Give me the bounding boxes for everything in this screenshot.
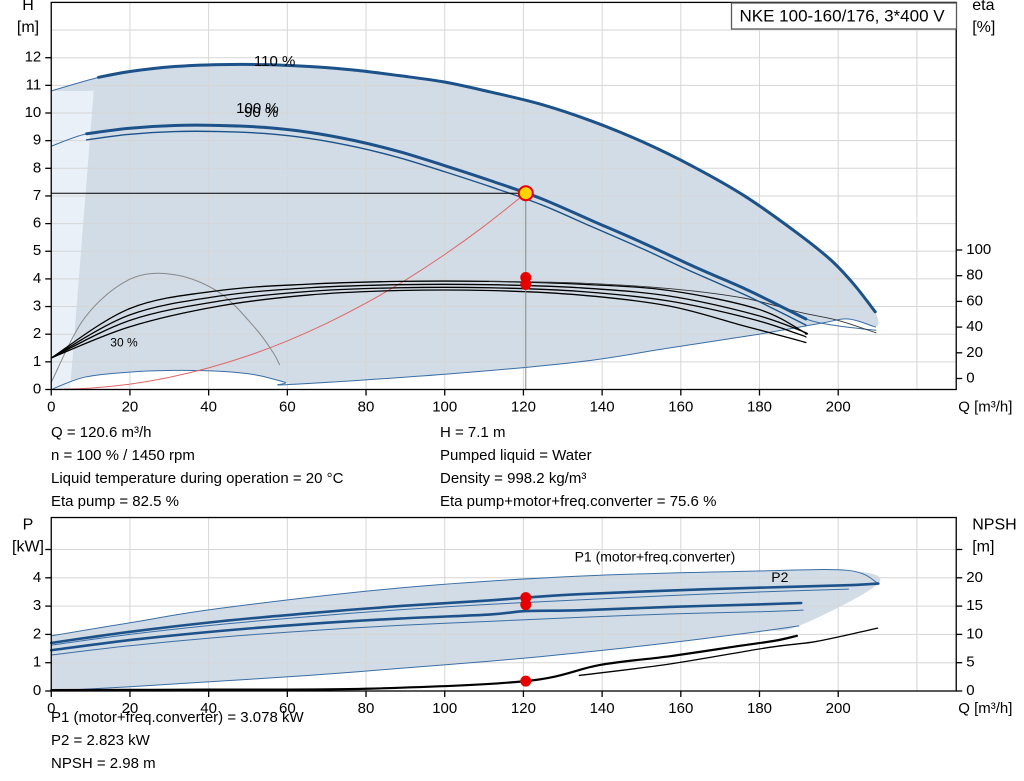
svg-text:1: 1 bbox=[33, 353, 41, 370]
svg-text:8: 8 bbox=[33, 159, 41, 176]
svg-text:Q = 120.6 m³/h: Q = 120.6 m³/h bbox=[51, 424, 151, 441]
svg-text:Eta pump+motor+freq.converter: Eta pump+motor+freq.converter = 75.6 % bbox=[440, 493, 716, 510]
svg-text:eta: eta bbox=[972, 0, 994, 14]
svg-text:140: 140 bbox=[590, 398, 615, 415]
svg-text:4: 4 bbox=[33, 270, 41, 287]
svg-text:H = 7.1 m: H = 7.1 m bbox=[440, 424, 505, 441]
svg-text:2: 2 bbox=[33, 625, 41, 642]
svg-text:100: 100 bbox=[432, 398, 457, 415]
svg-text:[m]: [m] bbox=[17, 19, 39, 36]
svg-text:0: 0 bbox=[47, 398, 55, 415]
svg-text:160: 160 bbox=[668, 398, 693, 415]
svg-text:20: 20 bbox=[122, 398, 139, 415]
svg-text:Eta pump = 82.5 %: Eta pump = 82.5 % bbox=[51, 493, 179, 510]
svg-text:P1 (motor+freq.converter): P1 (motor+freq.converter) bbox=[575, 548, 736, 564]
svg-text:180: 180 bbox=[747, 398, 772, 415]
svg-text:90 %: 90 % bbox=[244, 104, 278, 121]
svg-text:100: 100 bbox=[432, 700, 457, 717]
svg-text:1: 1 bbox=[33, 654, 41, 671]
svg-text:NPSH: NPSH bbox=[972, 517, 1016, 534]
svg-text:5: 5 bbox=[33, 242, 41, 259]
svg-text:9: 9 bbox=[33, 132, 41, 149]
svg-text:140: 140 bbox=[590, 700, 615, 717]
svg-text:n = 100 % / 1450 rpm: n = 100 % / 1450 rpm bbox=[51, 447, 195, 464]
svg-text:Q [m³/h]: Q [m³/h] bbox=[958, 700, 1012, 717]
svg-text:[%]: [%] bbox=[972, 19, 995, 36]
svg-text:P2: P2 bbox=[771, 569, 788, 585]
svg-text:120: 120 bbox=[511, 700, 536, 717]
svg-text:80: 80 bbox=[966, 267, 983, 284]
svg-text:10: 10 bbox=[966, 625, 983, 642]
svg-text:180: 180 bbox=[747, 700, 772, 717]
svg-text:NPSH = 2.98 m: NPSH = 2.98 m bbox=[51, 755, 156, 772]
svg-text:20: 20 bbox=[966, 569, 983, 586]
svg-text:100: 100 bbox=[966, 241, 991, 258]
svg-text:Q [m³/h]: Q [m³/h] bbox=[958, 398, 1012, 415]
svg-text:2: 2 bbox=[33, 325, 41, 342]
svg-text:60: 60 bbox=[279, 398, 296, 415]
svg-text:7: 7 bbox=[33, 187, 41, 204]
svg-text:200: 200 bbox=[826, 398, 851, 415]
svg-text:0: 0 bbox=[33, 380, 41, 397]
svg-text:60: 60 bbox=[966, 292, 983, 309]
svg-text:30 %: 30 % bbox=[110, 336, 138, 350]
svg-text:[m]: [m] bbox=[972, 539, 994, 556]
svg-text:110 %: 110 % bbox=[254, 53, 295, 70]
svg-text:11: 11 bbox=[26, 76, 42, 93]
svg-text:P: P bbox=[23, 517, 34, 534]
svg-text:0: 0 bbox=[33, 682, 41, 699]
svg-text:NKE 100-160/176, 3*400 V: NKE 100-160/176, 3*400 V bbox=[740, 6, 946, 25]
svg-text:10: 10 bbox=[25, 104, 42, 121]
svg-text:3: 3 bbox=[33, 597, 41, 614]
svg-text:5: 5 bbox=[966, 654, 974, 671]
svg-text:80: 80 bbox=[358, 700, 375, 717]
svg-text:20: 20 bbox=[966, 344, 983, 361]
svg-text:Density = 998.2 kg/m³: Density = 998.2 kg/m³ bbox=[440, 470, 586, 487]
svg-text:P2 = 2.823 kW: P2 = 2.823 kW bbox=[51, 732, 151, 749]
svg-text:40: 40 bbox=[200, 398, 217, 415]
svg-text:15: 15 bbox=[966, 597, 983, 614]
svg-text:P1 (motor+freq.converter) = 3.: P1 (motor+freq.converter) = 3.078 kW bbox=[51, 709, 304, 726]
svg-text:0: 0 bbox=[966, 682, 974, 699]
svg-text:0: 0 bbox=[966, 369, 974, 386]
svg-text:4: 4 bbox=[33, 569, 41, 586]
svg-text:[kW]: [kW] bbox=[12, 539, 44, 556]
svg-text:H: H bbox=[22, 0, 34, 14]
svg-text:120: 120 bbox=[511, 398, 536, 415]
svg-text:80: 80 bbox=[358, 398, 375, 415]
svg-text:Liquid temperature during oper: Liquid temperature during operation = 20… bbox=[51, 470, 344, 487]
svg-text:6: 6 bbox=[33, 215, 41, 232]
svg-text:200: 200 bbox=[826, 700, 851, 717]
svg-text:160: 160 bbox=[668, 700, 693, 717]
svg-text:40: 40 bbox=[966, 318, 983, 335]
svg-text:12: 12 bbox=[25, 49, 42, 66]
svg-text:Pumped liquid = Water: Pumped liquid = Water bbox=[440, 447, 592, 464]
svg-text:3: 3 bbox=[33, 298, 41, 315]
